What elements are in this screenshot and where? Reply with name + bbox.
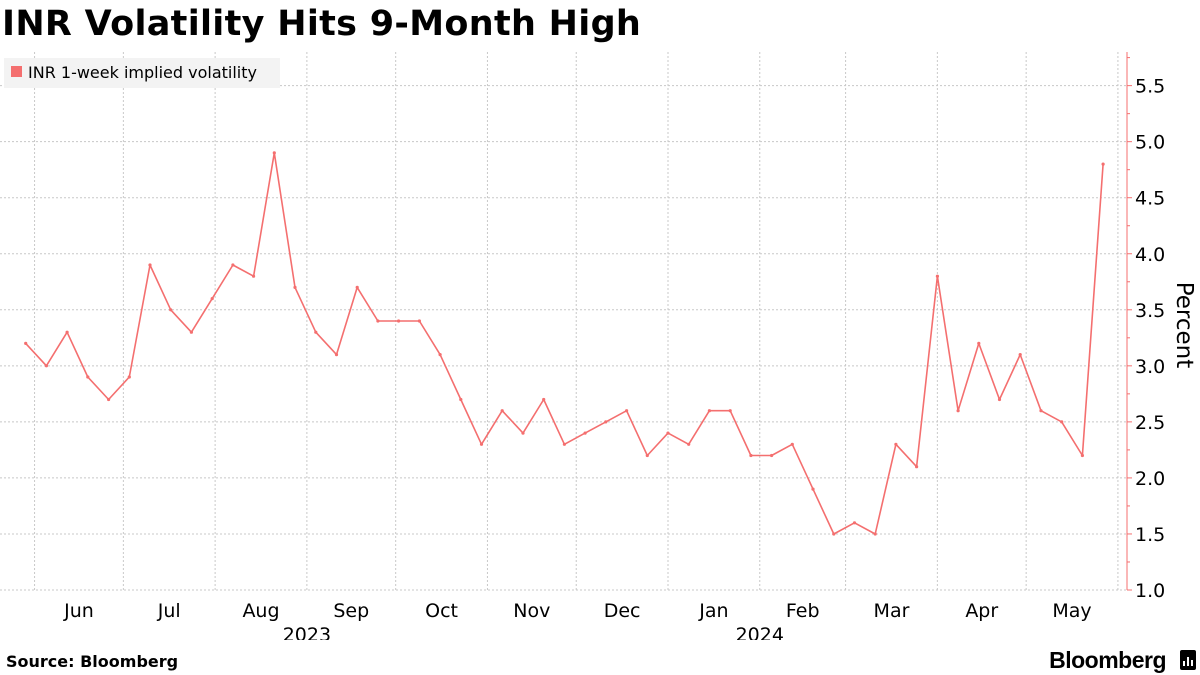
data-point [86,375,90,379]
data-point [542,397,546,402]
terminal-bars-icon [1180,650,1196,670]
data-point [231,263,235,267]
x-tick-label: Jun [63,600,94,622]
x-tick-label: Apr [965,600,998,622]
data-point [749,453,753,458]
volatility-chart: 1.0 1.5 2.0 2.5 3.0 3.5 4.0 4.5 5.0 5.5 Jun Jul Aug S… [0,52,1197,640]
data-point [438,353,442,357]
data-point [873,532,877,536]
x-tick-label: Mar [874,600,910,622]
y-axis-title: Percent [1171,282,1197,369]
data-point [666,431,670,435]
data-point [645,453,649,458]
data-point [915,465,919,469]
data-point [376,319,380,323]
chart-title: INR Volatility Hits 9-Month High [2,4,642,44]
data-point [894,442,898,446]
data-point [728,409,732,413]
data-point [293,285,297,289]
data-point [811,487,815,491]
y-tick-label: 1.0 [1135,580,1165,602]
legend-label: INR 1-week implied volatility [28,63,257,82]
data-point [1060,420,1064,424]
x-tick-label: May [1052,600,1091,622]
y-tick-label: 5.5 [1135,76,1165,98]
data-point [397,319,401,323]
legend-box [4,58,280,88]
x-tick-label: Aug [242,600,279,622]
y-tick-label: 1.5 [1135,524,1165,546]
y-tick-label: 2.5 [1135,412,1165,434]
y-tick-label: 3.5 [1135,300,1165,322]
data-point [459,397,463,402]
data-point [314,330,318,334]
data-point [790,442,794,446]
series-line [25,152,1104,535]
x-tick-label: Feb [786,600,820,622]
data-point [252,274,256,278]
y-tick-label: 2.0 [1135,468,1165,490]
data-point [417,319,421,323]
y-tick-label: 5.0 [1135,132,1165,154]
data-point [1101,162,1105,166]
data-point [148,263,152,267]
data-point [770,453,774,458]
data-point [956,409,960,413]
data-point [707,409,712,413]
data-point [935,274,940,278]
data-point [107,397,111,402]
y-tick-label: 4.5 [1135,188,1165,210]
brand-wordmark: Bloomberg [1049,647,1166,673]
data-point [210,297,214,301]
y-tick-label: 4.0 [1135,244,1165,266]
x-year-label: 2024 [736,624,784,640]
data-point [500,409,504,413]
y-tick-label: 3.0 [1135,356,1165,378]
data-point [1039,409,1043,413]
data-point [852,521,857,525]
x-tick-label: Jul [157,600,181,622]
data-point [997,397,1002,402]
x-tick-label: Oct [425,600,458,622]
x-tick-label: Nov [513,600,550,622]
data-point [169,308,173,312]
data-point [189,330,193,334]
source-note: Source: Bloomberg [6,652,179,671]
data-point [625,409,629,413]
x-tick-label: Sep [333,600,369,622]
data-point [355,285,359,289]
data-point [562,442,567,446]
data-point [687,442,691,446]
data-point [832,532,836,536]
data-point [604,420,608,424]
data-point [583,431,587,435]
data-point [127,375,131,379]
data-point [1080,453,1084,458]
data-point [521,431,525,435]
x-tick-label: Jan [698,600,728,622]
data-point [44,364,49,368]
x-year-label: 2023 [283,624,331,640]
data-point [977,341,981,345]
data-point [1018,353,1022,357]
data-point [24,341,28,345]
data-point [334,353,339,357]
data-point [272,151,276,155]
x-tick-label: Dec [604,600,641,622]
data-point [65,330,69,334]
data-point [479,442,484,446]
legend-swatch [11,66,22,77]
